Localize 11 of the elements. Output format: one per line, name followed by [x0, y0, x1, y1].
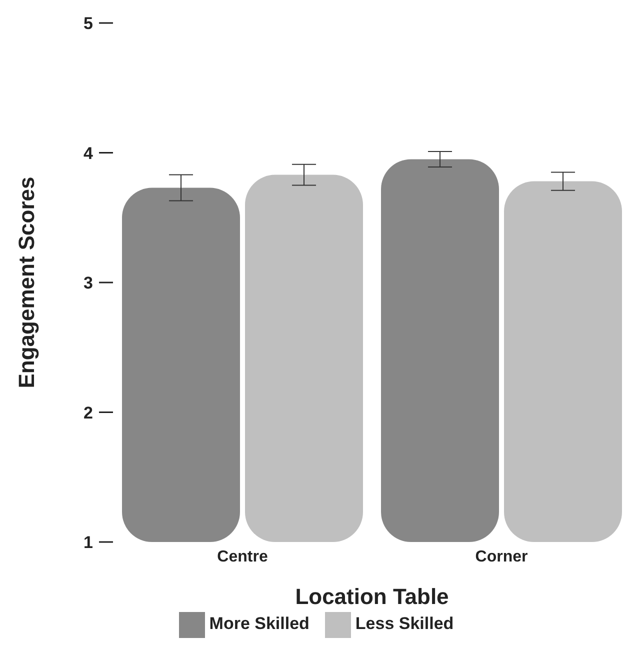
y-tick-label: 2 — [84, 403, 93, 422]
x-axis-title: Location Table — [295, 584, 449, 609]
x-tick-label: Corner — [475, 548, 528, 566]
legend-label: More Skilled — [209, 614, 310, 634]
y-tick-label: 5 — [84, 14, 93, 34]
legend-label: Less Skilled — [355, 614, 454, 634]
x-tick-label: Centre — [217, 548, 268, 566]
y-tick-label: 3 — [84, 274, 93, 293]
y-axis-title: Engagement Scores — [14, 176, 39, 388]
y-tick-label: 4 — [84, 144, 94, 163]
y-tick-label: 1 — [84, 533, 93, 552]
